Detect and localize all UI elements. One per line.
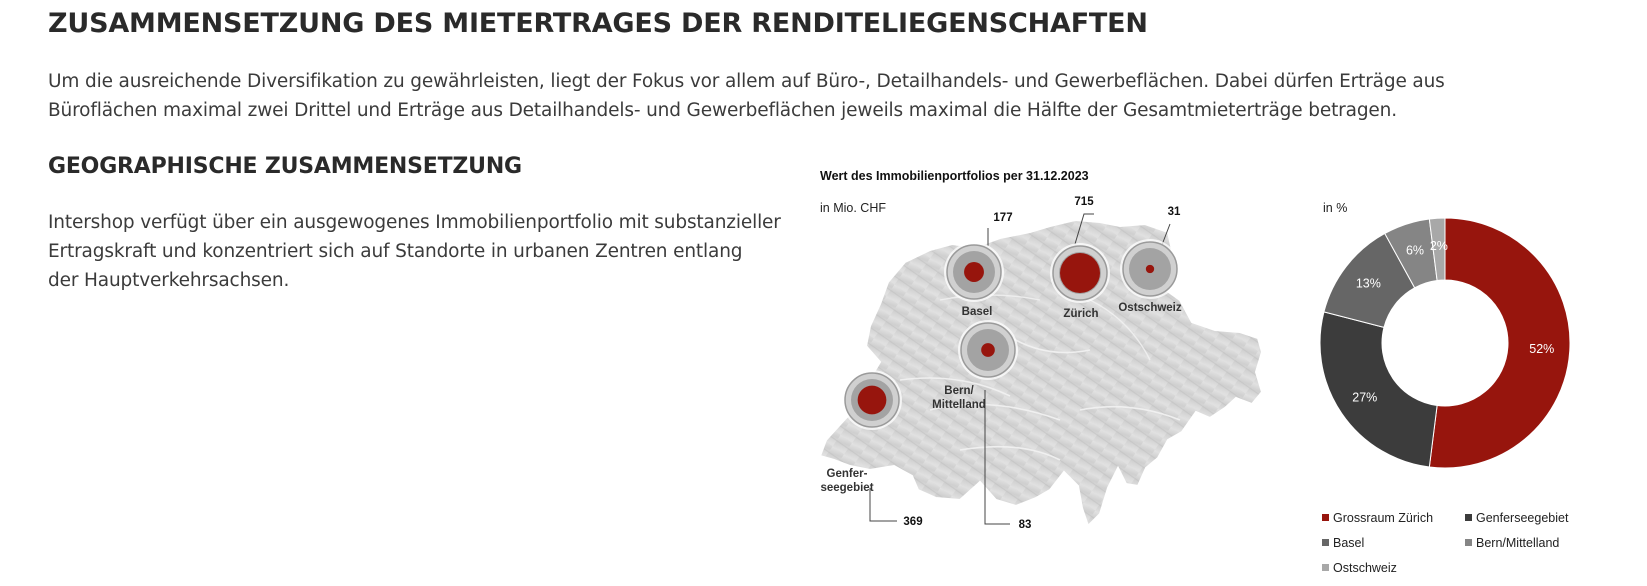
intro-line-2: Büroflächen maximal zwei Drittel und Ert…: [48, 100, 1397, 121]
leader-lines: [869, 213, 1171, 525]
geo-paragraph: Intershop verfügt über ein ausgewogenes …: [48, 208, 818, 295]
donut-slice-label-1: 27%: [1352, 391, 1377, 405]
bubble-value-label-zurich: 715: [1074, 196, 1094, 208]
bubble-value-zurich: [1060, 253, 1100, 293]
donut-slice-4: [1428, 217, 1446, 282]
legend-swatch-zurich: [1322, 514, 1329, 521]
legend-swatch-ostschweiz: [1322, 564, 1329, 571]
bubble-value-basel: [964, 262, 984, 282]
page-heading: ZUSAMMENSETZUNG DES MIETERTRAGES DER REN…: [48, 8, 1148, 39]
legend-label-basel: Basel: [1333, 536, 1364, 550]
bubble-value-label-basel: 177: [993, 212, 1012, 224]
region-label-basel: Basel: [962, 306, 993, 318]
legend-swatch-basel: [1322, 539, 1329, 546]
donut-unit-label: in %: [1323, 201, 1347, 215]
legend-label-bern: Bern/Mittelland: [1476, 536, 1559, 550]
region-bubbles: 715 Zürich 369 Genfer-seegebiet 177 Basel 83 Be…: [820, 196, 1181, 531]
bubble-value-ostschweiz: [1145, 264, 1155, 274]
region-label-bern-2: Mittelland: [932, 399, 986, 411]
bubble-value-label-ostschweiz: 31: [1168, 206, 1181, 218]
region-label-zurich: Zürich: [1063, 308, 1098, 320]
donut-slice-0: [1428, 217, 1571, 469]
donut-slice-label-2: 13%: [1356, 277, 1381, 291]
donut-slice-label-0: 52%: [1529, 342, 1554, 356]
legend-swatch-genf: [1465, 514, 1472, 521]
geo-line-1: Intershop verfügt über ein ausgewogenes …: [48, 212, 781, 233]
intro-paragraph: Um die ausreichende Diversifikation zu g…: [48, 67, 1588, 125]
bubble-value-bern: [981, 343, 995, 357]
donut-slice-label-3: 6%: [1406, 244, 1424, 258]
switzerland-map: [818, 218, 1264, 528]
geo-line-2: Ertragskraft und konzentriert sich auf S…: [48, 241, 743, 262]
legend-label-zurich: Grossraum Zürich: [1333, 511, 1433, 525]
bubble-value-label-bern: 83: [1019, 519, 1032, 531]
donut-slice-1: [1319, 311, 1438, 468]
legend-swatch-bern: [1465, 539, 1472, 546]
region-label-genf-1: Genfer-: [827, 468, 868, 480]
legend-label-ostschweiz: Ostschweiz: [1333, 561, 1397, 575]
geo-line-3: der Hauptverkehrsachsen.: [48, 270, 290, 291]
donut-legend: Grossraum Zürich Genferseegebiet Basel B…: [1322, 511, 1569, 575]
section-heading: GEOGRAPHISCHE ZUSAMMENSETZUNG: [48, 154, 522, 179]
figure-title: Wert des Immobilienportfolios per 31.12.…: [820, 169, 1089, 183]
donut-slice-label-4: 2%: [1430, 239, 1448, 253]
legend-label-genf: Genferseegebiet: [1476, 511, 1569, 525]
bubble-value-label-genf: 369: [903, 516, 922, 528]
region-label-genf-2: seegebiet: [820, 482, 873, 494]
region-label-ostschweiz: Ostschweiz: [1118, 302, 1182, 314]
map-unit-label: in Mio. CHF: [820, 201, 886, 215]
donut-chart: 52% 27% 13% 6% 2%: [1319, 217, 1571, 469]
bubble-value-genf: [857, 385, 887, 415]
region-label-bern-1: Bern/: [944, 385, 974, 397]
intro-line-1: Um die ausreichende Diversifikation zu g…: [48, 71, 1445, 92]
